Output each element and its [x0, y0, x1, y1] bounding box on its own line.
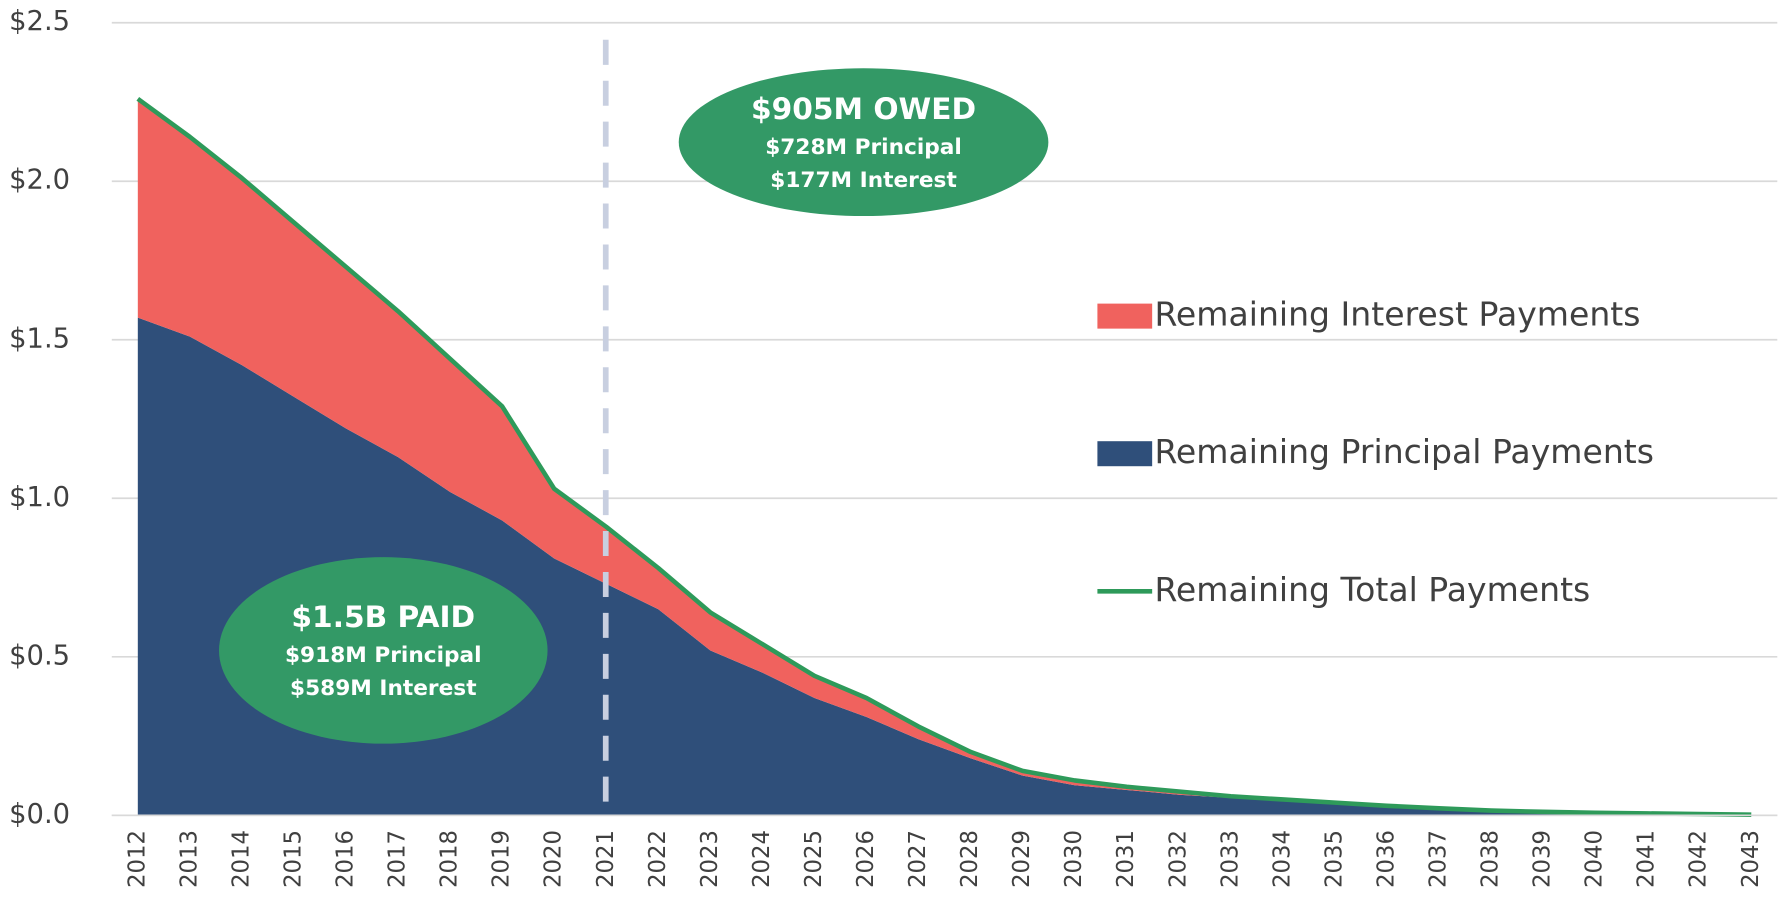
- x-tick-label: 2032: [1165, 830, 1191, 888]
- x-tick-label: 2042: [1686, 830, 1712, 888]
- x-tick-label: 2039: [1530, 830, 1556, 888]
- x-tick-label: 2024: [749, 830, 775, 888]
- y-tick-label: $1.0: [9, 482, 70, 513]
- x-tick-label: 2019: [489, 830, 515, 888]
- annotation-line: $177M Interest: [770, 168, 957, 193]
- y-tick-label: $1.5: [9, 323, 70, 354]
- legend-label: Remaining Total Payments: [1154, 570, 1590, 609]
- x-tick-label: 2033: [1217, 830, 1243, 888]
- x-tick-label: 2013: [176, 830, 202, 888]
- annotation-line: $589M Interest: [290, 676, 477, 701]
- x-tick-label: 2014: [228, 830, 254, 888]
- page: {"chart_data": { "type": "stacked-area-l…: [0, 0, 1783, 904]
- chart: $905M OWED $728M Principal $177M Interest $…: [0, 0, 1783, 904]
- legend: Remaining Interest Payments Remaining Pri…: [1097, 295, 1654, 609]
- legend-label: Remaining Principal Payments: [1154, 432, 1654, 471]
- x-tick-label: 2016: [332, 830, 358, 888]
- x-tick-label: 2012: [124, 830, 150, 888]
- legend-label: Remaining Interest Payments: [1154, 295, 1640, 334]
- annotation-line: $918M Principal: [285, 643, 482, 668]
- x-tick-label: 2029: [1009, 830, 1035, 888]
- x-tick-label: 2034: [1269, 830, 1295, 888]
- y-tick-label: $0.0: [9, 799, 70, 830]
- x-tick-label: 2026: [853, 830, 879, 888]
- x-tick-label: 2041: [1634, 830, 1660, 888]
- annotation-line: $728M Principal: [765, 135, 962, 160]
- x-tick-label: 2027: [905, 830, 931, 888]
- x-tick-label: 2018: [437, 830, 463, 888]
- y-tick-label: $2.5: [9, 6, 70, 37]
- legend-swatch: [1097, 441, 1152, 466]
- x-tick-label: 2020: [541, 830, 567, 888]
- x-tick-label: 2028: [957, 830, 983, 888]
- y-tick-label: $2.0: [9, 165, 70, 196]
- y-tick-label: $0.5: [9, 640, 70, 671]
- x-tick-label: 2030: [1061, 830, 1087, 888]
- x-tick-label: 2036: [1373, 830, 1399, 888]
- x-tick-label: 2017: [385, 830, 411, 888]
- annotation-title: $905M OWED: [751, 92, 976, 126]
- x-tick-label: 2040: [1582, 830, 1608, 888]
- x-tick-label: 2038: [1478, 830, 1504, 888]
- x-tick-label: 2037: [1425, 830, 1451, 888]
- x-tick-label: 2021: [593, 830, 619, 888]
- x-tick-label: 2031: [1113, 830, 1139, 888]
- x-tick-label: 2023: [697, 830, 723, 888]
- x-tick-label: 2015: [280, 830, 306, 888]
- legend-swatch: [1097, 304, 1152, 329]
- annotation-title: $1.5B PAID: [291, 600, 475, 634]
- x-tick-label: 2043: [1738, 830, 1764, 888]
- x-tick-label: 2025: [801, 830, 827, 888]
- x-tick-label: 2022: [645, 830, 671, 888]
- x-tick-label: 2035: [1321, 830, 1347, 888]
